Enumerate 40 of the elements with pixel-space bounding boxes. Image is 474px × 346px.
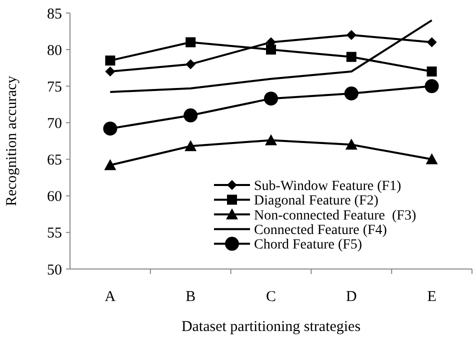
line-series <box>109 19 433 93</box>
x-tick-label: E <box>427 289 436 305</box>
y-tick-label: 70 <box>47 116 62 132</box>
point <box>346 52 356 62</box>
point <box>426 153 438 164</box>
point <box>186 37 196 48</box>
legend-label: Diagonal Feature (F2) <box>254 194 379 209</box>
legend-label: Connected Feature (F4) <box>254 223 388 238</box>
point <box>346 30 356 40</box>
legend-label: Non-connected Feature (F3) <box>254 208 416 224</box>
y-tick-label: 55 <box>47 226 62 242</box>
point <box>186 59 196 70</box>
point <box>103 122 118 136</box>
x-tick-label: B <box>186 289 196 305</box>
point <box>264 92 278 106</box>
point <box>266 44 276 55</box>
point <box>184 108 198 122</box>
x-tick-label: A <box>104 289 116 305</box>
point <box>426 66 437 77</box>
point <box>105 66 116 77</box>
y-tick-label: 80 <box>47 42 62 59</box>
legend-label: Sub-Window Feature (F1) <box>254 178 402 194</box>
y-tick-label: 60 <box>47 189 62 206</box>
point <box>105 56 116 66</box>
point <box>345 138 358 150</box>
y-axis-title: Recognition accuracy <box>4 75 20 206</box>
legend-label: Chord Feature (F5) <box>254 238 362 253</box>
point <box>265 134 277 146</box>
point <box>424 79 439 94</box>
x-tick-label: D <box>346 289 357 305</box>
point <box>344 86 358 100</box>
point <box>104 159 116 170</box>
y-tick-label: 75 <box>47 79 62 96</box>
point <box>184 140 197 152</box>
point <box>426 37 437 48</box>
x-axis-title: Dataset partitioning strategies <box>181 319 361 335</box>
y-tick-label: 50 <box>47 262 62 278</box>
y-tick-label: 85 <box>47 6 62 22</box>
x-tick-label: C <box>266 289 276 305</box>
y-tick-label: 65 <box>47 152 62 169</box>
